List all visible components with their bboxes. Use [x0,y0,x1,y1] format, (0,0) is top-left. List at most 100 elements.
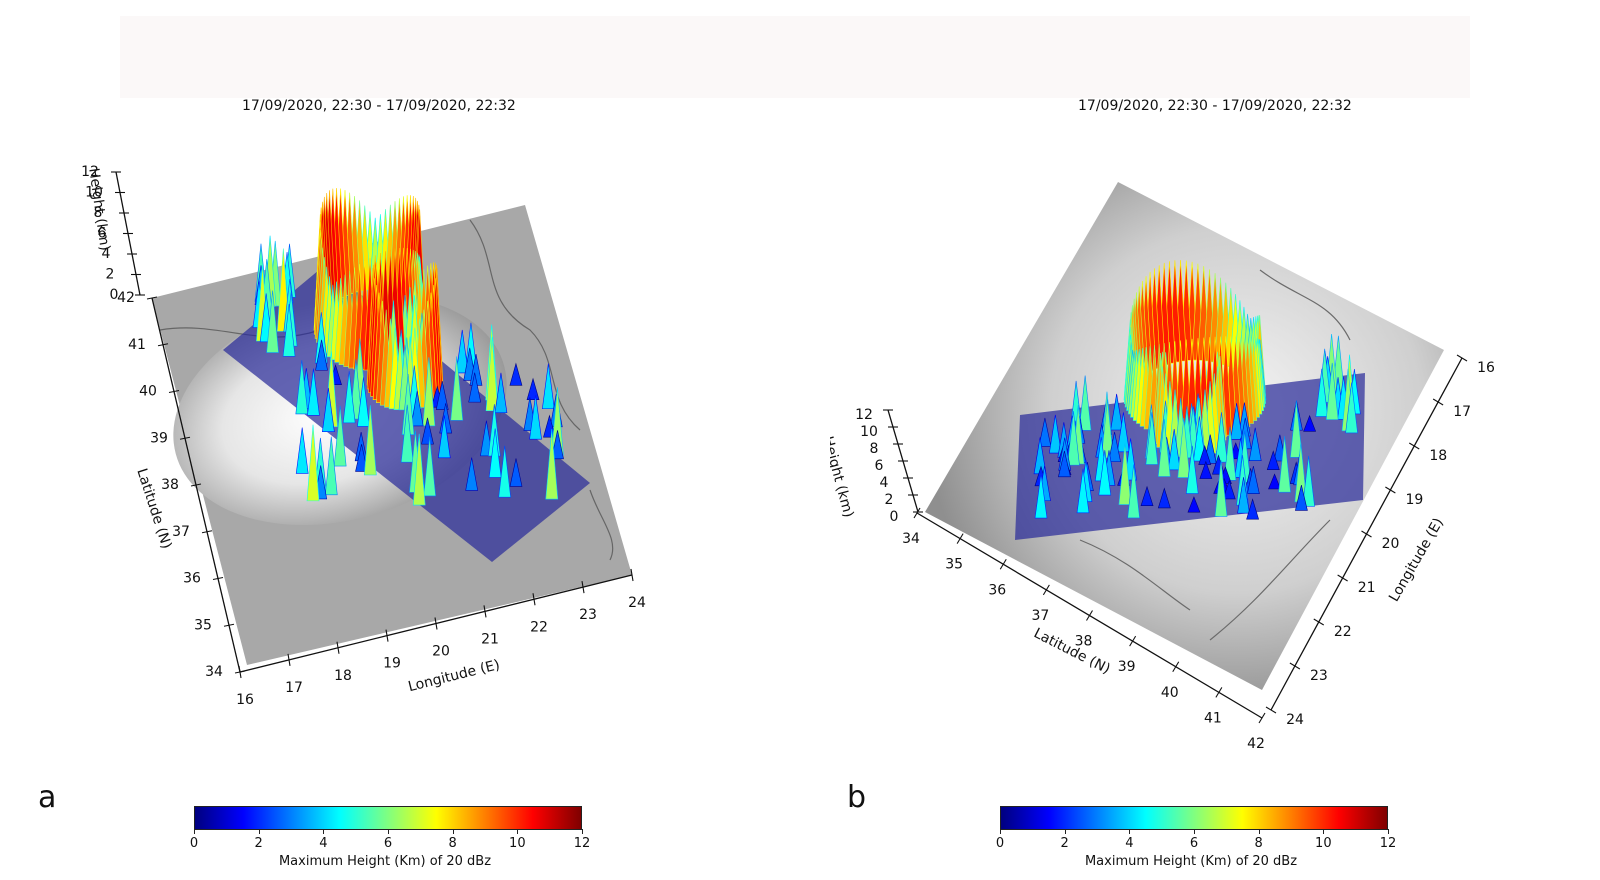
colorbar-tick-label: 0 [189,836,199,851]
latitude-axis-tick [1172,661,1180,673]
latitude-axis-tick-label: 41 [1204,710,1222,726]
colorbar-tick-label: 6 [1189,836,1199,851]
longitude-axis-tick [1265,706,1277,714]
longitude-axis-tick [1432,398,1444,406]
surface-spike [342,371,356,424]
surface-spike [1246,498,1260,520]
longitude-axis-tick [630,568,634,582]
panel-b-title: 17/09/2020, 22:30 - 17/09/2020, 22:32 [1078,98,1352,114]
top-band [120,16,1470,98]
surface-spike [1193,416,1206,462]
surface-spike [357,377,370,427]
surface-spike [437,415,451,459]
surface-spike [1237,477,1250,514]
latitude-axis-tick [956,533,964,544]
surface-spike [1187,496,1201,513]
height-axis-tick-label: 10 [85,185,103,201]
surface-spike [543,414,556,438]
longitude-axis-tick-label: 19 [383,656,401,672]
latitude-axis-tick [1129,635,1137,647]
longitude-axis-tick-label: 17 [285,680,303,696]
surface-spike [485,336,499,411]
longitude-axis-tick [1408,442,1420,450]
colorbar-tick [452,829,454,834]
latitude-axis-tick-label: 42 [117,290,135,306]
surface-spike [282,303,296,357]
longitude-axis-tick-label: 22 [1334,624,1352,640]
longitude-axis-tick-label: 18 [1429,448,1447,464]
surface-spike [509,362,523,386]
surface-spike [322,387,335,433]
surface-spike [1067,411,1080,466]
colorbar-tick [388,829,389,834]
latitude-axis-tick [201,530,213,534]
surface-spike [1230,403,1243,440]
colorbar-tick-label: 12 [1379,836,1397,851]
height-axis-tick-label: 4 [880,475,889,491]
surface-spike [1038,417,1052,447]
surface-spike [450,356,464,421]
surface-spike [498,445,512,498]
surface-spike [1266,450,1280,471]
surface-spike [295,427,309,474]
longitude-axis-title: Longitude (E) [1386,515,1447,604]
height-axis-tick-label: 2 [106,267,115,283]
surface-spike [1278,436,1291,493]
longitude-axis-tick [1361,530,1372,538]
longitude-axis-tick-label: 16 [1477,360,1495,376]
surface-spike [1177,417,1191,478]
colorbar-tick [1258,829,1260,834]
longitude-axis-tick-label: 23 [1310,668,1328,684]
colorbar-tick [323,829,325,834]
panel-b-colorbar: 0 2 4 6 8 10 12 Maximum Height (Km) of 20 dBz [996,800,1416,880]
latitude-axis-tick-label: 41 [128,337,146,353]
latitude-axis-tick-label: 34 [205,664,223,680]
colorbar-tick [517,829,519,834]
latitude-axis-tick-label: 39 [150,430,168,446]
longitude-axis-tick [1313,618,1325,626]
longitude-axis-tick-label: 21 [481,631,499,647]
latitude-axis-tick [212,576,224,581]
surface-spike [363,405,377,476]
longitude-axis-title: Longitude (E) [407,657,502,695]
longitude-axis-tick-label: 24 [628,595,646,611]
longitude-axis-tick [385,629,389,642]
surface-spike [1098,450,1112,496]
surface-spike [412,433,426,506]
surface-spike [400,404,414,463]
surface-spike [1295,484,1308,511]
longitude-axis-tick-label: 22 [530,619,548,635]
surface-spike [1303,414,1317,432]
surface-spike [494,372,508,414]
height-axis-tick-label: 6 [98,226,107,242]
longitude-axis-tick [336,641,340,654]
surface-spike [1302,455,1315,507]
latitude-axis-tick [913,507,921,519]
colorbar-tick [1323,829,1325,834]
reflectivity-surface [1033,260,1361,520]
longitude-axis-tick [434,617,438,630]
latitude-axis-tick [1086,610,1093,621]
longitude-axis-tick-label: 23 [579,607,597,623]
surface-spike [1325,362,1339,420]
surface-spike [1315,368,1329,417]
latitude-axis-tick [1042,584,1050,596]
surface-spike [435,381,449,410]
surface-spike [1246,465,1260,495]
latitude-axis-tick [1215,687,1223,698]
height-axis-tick-label: 0 [890,509,899,525]
surface-spike [306,424,320,502]
surface-spike [455,329,469,374]
longitude-axis-tick-label: 24 [1286,712,1304,728]
colorbar-tick-label: 0 [995,836,1005,851]
surface-spike [526,377,540,400]
panel-a-colorbar: 0 2 4 6 8 10 12 Maximum Height (Km) of 20 dBz [190,800,610,880]
height-axis-title: Height (km) [830,435,856,520]
panel-a: 17/09/2020, 22:30 - 17/09/2020, 22:32 42… [38,98,646,880]
colorbar-tick [194,829,195,834]
colorbar-tick [1388,829,1389,834]
longitude-axis-tick [532,593,536,606]
colorbar-tick [258,829,260,834]
longitude-axis-tick [287,653,291,666]
surface-spike [355,444,368,472]
